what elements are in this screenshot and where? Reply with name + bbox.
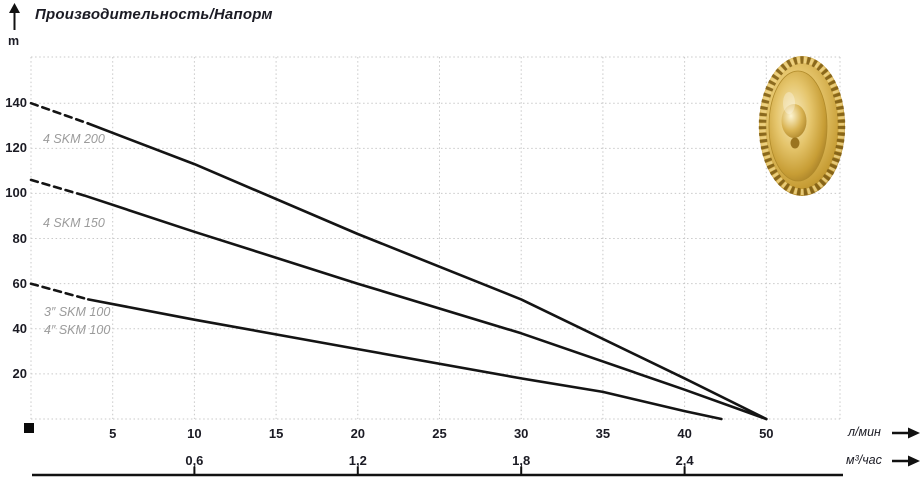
x2-tick-label: 1,2 <box>348 453 367 468</box>
impeller-image <box>758 56 846 196</box>
x-axis-unit-lmin: л/мин <box>848 425 881 439</box>
y-axis-arrow-icon <box>9 3 20 30</box>
y-tick-label: 40 <box>12 320 27 336</box>
y-tick-label: 60 <box>12 275 27 291</box>
y-tick-label: 140 <box>5 95 27 111</box>
y-tick-label: 20 <box>12 365 27 381</box>
origin-marker <box>24 423 34 433</box>
x-tick-label: 30 <box>513 426 529 441</box>
x-tick-label: 15 <box>268 426 284 441</box>
x2-tick-label: 1,8 <box>512 453 531 468</box>
curve-solid-2 <box>86 298 723 421</box>
grid-lines <box>30 56 841 420</box>
right-arrow-icon <box>892 455 920 467</box>
y-tick-label: 80 <box>12 230 27 246</box>
x-tick-label: 40 <box>677 426 692 441</box>
x-tick-label: 35 <box>595 426 611 441</box>
curve-label-skm200: 4 SKM 200 <box>43 132 105 146</box>
x-tick-label: 50 <box>759 426 774 441</box>
chart-title: Производительность/Напорм <box>35 6 273 23</box>
y-tick-label: 100 <box>5 185 27 201</box>
curve-dashed-0 <box>29 101 90 125</box>
curve-label-skm150: 4 SKM 150 <box>43 216 105 230</box>
curve-solid-0 <box>86 122 768 421</box>
x2-tick-label: 2,4 <box>675 453 694 468</box>
right-arrow-icon <box>892 427 920 439</box>
curve-dashed-2 <box>29 282 90 301</box>
x-tick-label: 25 <box>432 426 447 441</box>
curve-label-skm100-4in: 4″ SKM 100 <box>44 323 111 337</box>
x2-tick-label: 0,6 <box>185 453 204 468</box>
curve-dashed-1 <box>29 178 87 197</box>
curve-label-skm100-3in: 3″ SKM 100 <box>44 305 111 319</box>
x-axis-unit-m3h: м³/час <box>846 453 882 467</box>
y-axis-unit-label: m <box>8 34 20 48</box>
x-tick-label: 5 <box>109 426 117 441</box>
x-tick-label: 20 <box>350 426 366 441</box>
y-tick-label: 120 <box>5 140 27 156</box>
x-tick-label: 10 <box>187 426 202 441</box>
curve-solid-1 <box>83 194 768 421</box>
